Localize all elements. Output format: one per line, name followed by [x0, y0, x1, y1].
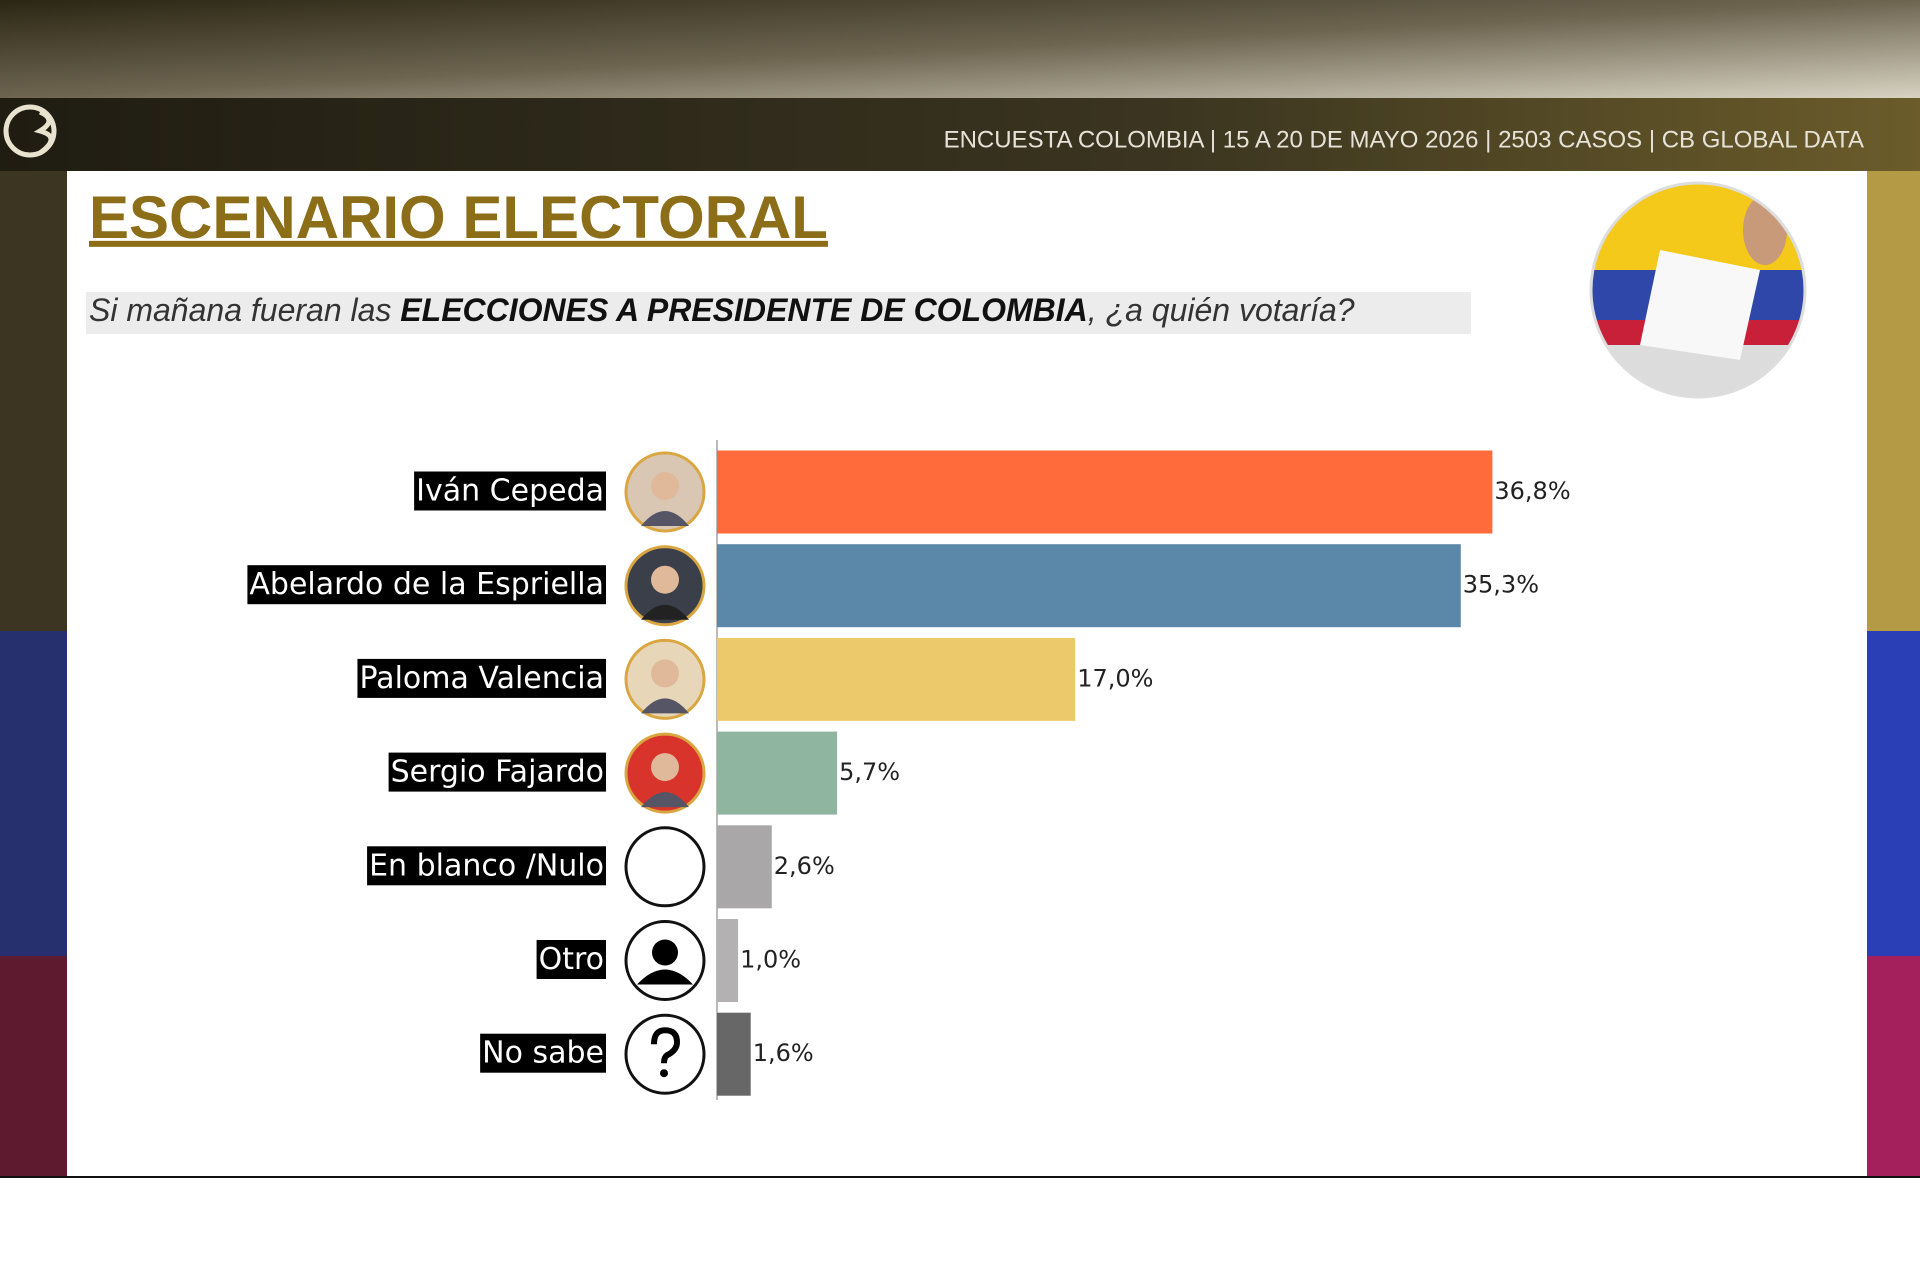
side [0, 171, 67, 631]
avatar-body [641, 792, 689, 808]
value-label: 17,0% [1077, 664, 1153, 692]
icon [652, 939, 678, 966]
bar [717, 1012, 751, 1096]
avatar-body [641, 604, 689, 620]
bar [717, 825, 772, 909]
side [1867, 631, 1920, 956]
value-label: 2,6% [774, 852, 835, 880]
category-label-bg [388, 752, 606, 792]
bar [717, 637, 1076, 721]
icon [651, 1027, 681, 1064]
side [1867, 171, 1920, 631]
avatar-face [651, 472, 679, 500]
header-text: ENCUESTA COLOMBIA | 15 A 20 DE MAYO 2026… [944, 126, 1864, 153]
chart-title: ESCENARIO ELECTORAL [89, 184, 828, 251]
value-label: 1,0% [740, 946, 801, 974]
bar [717, 450, 1493, 534]
value-label: 36,8% [1494, 477, 1570, 505]
side [0, 631, 67, 956]
bar [717, 544, 1461, 628]
category-label-bg [480, 1033, 606, 1073]
category-label-bg [357, 658, 606, 698]
avatar-body [641, 698, 689, 714]
side [0, 956, 67, 1176]
category-label: No sabe [482, 1036, 604, 1071]
category-label: Otro [539, 942, 604, 977]
category-label: Abelardo de la Espriella [249, 567, 604, 602]
bar [717, 731, 838, 815]
category-label-bg [367, 846, 606, 886]
avatar-face [651, 565, 679, 594]
value-label: 1,6% [753, 1039, 814, 1067]
bar [717, 919, 739, 1002]
icon [637, 969, 693, 985]
category-label: Paloma Valencia [359, 661, 604, 696]
category-label: Iván Cepeda [416, 474, 604, 509]
top-band [0, 0, 1920, 98]
category-label: Sergio Fajardo [391, 755, 604, 790]
side [1867, 956, 1920, 1176]
avatar [624, 826, 706, 908]
icon [660, 1069, 668, 1078]
avatar-body [641, 511, 689, 526]
value-label: 5,7% [839, 758, 900, 786]
avatar-face [651, 659, 679, 688]
category-label: En blanco /Nulo [369, 848, 604, 883]
header-bar [0, 98, 1920, 171]
subtitle-bg [86, 292, 1471, 334]
avatar-face [651, 753, 679, 782]
subtitle: Si mañana fueran las ELECCIONES A PRESID… [89, 292, 1355, 328]
category-label-bg [247, 565, 606, 605]
value-label: 35,3% [1463, 571, 1539, 599]
logo [3, 104, 57, 158]
category-label-bg [414, 471, 606, 511]
category-label-bg [536, 940, 606, 979]
